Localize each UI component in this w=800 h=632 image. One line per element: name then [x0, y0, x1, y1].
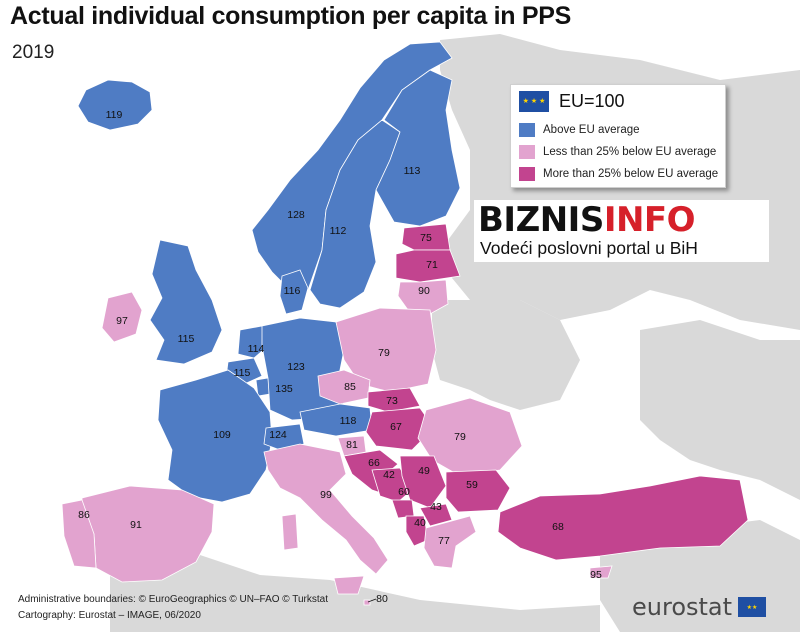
malta-leader-line	[367, 598, 377, 603]
credits-boundaries: Administrative boundaries: © EuroGeograp…	[18, 594, 329, 605]
country-romania	[417, 397, 523, 477]
value-label-croatia: 66	[368, 457, 380, 469]
country-turkey	[497, 475, 749, 561]
value-label-albania: 40	[414, 517, 426, 529]
legend-label-above: Above EU average	[543, 124, 640, 136]
country-cyprus	[589, 565, 613, 579]
legend-item-less25: Less than 25% below EU average	[519, 145, 716, 159]
value-label-romania: 79	[454, 431, 466, 443]
country-italy	[263, 443, 389, 575]
country-latvia	[395, 249, 461, 283]
country-lithuania	[397, 279, 449, 315]
value-label-malta: 80	[376, 593, 388, 605]
eu-flag-small-icon: ★★	[738, 597, 767, 617]
value-label-serbia: 49	[418, 465, 430, 477]
country-denmark	[279, 269, 309, 315]
value-label-portugal: 86	[78, 509, 90, 521]
value-label-spain: 91	[130, 519, 142, 531]
country-poland	[335, 307, 437, 393]
country-france	[157, 369, 273, 503]
value-label-belgium: 115	[234, 367, 251, 379]
country-albania	[405, 515, 429, 547]
country-greece	[423, 515, 477, 569]
logo-part-biznis: BIZNIS	[478, 200, 604, 240]
country-italy-sardinia	[281, 513, 299, 551]
legend-label-more25: More than 25% below EU average	[543, 168, 719, 180]
value-label-slovakia: 73	[386, 395, 398, 407]
legend-swatch-less25	[519, 145, 535, 159]
value-label-united-kingdom: 115	[178, 333, 195, 345]
value-label-norway: 128	[287, 209, 305, 221]
eurostat-wordmark: eurostat	[632, 593, 733, 621]
countries	[61, 41, 749, 606]
country-sweden	[309, 119, 401, 309]
country-malta	[363, 599, 371, 606]
legend-label-less25: Less than 25% below EU average	[543, 146, 717, 158]
value-label-poland: 79	[378, 347, 390, 359]
value-label-slovenia: 81	[346, 439, 358, 451]
value-label-france: 109	[213, 429, 231, 441]
legend-header: ★ ★ ★ EU=100	[519, 91, 625, 112]
map-subtitle: 2019	[12, 42, 55, 63]
country-iceland	[77, 79, 153, 131]
eu-flag-icon: ★ ★ ★	[519, 91, 549, 112]
country-netherlands	[237, 325, 269, 359]
biznisinfo-banner[interactable]: BIZNISINFO Vodeći poslovni portal u BiH	[474, 200, 769, 262]
value-label-montenegro: 60	[398, 486, 410, 498]
value-labels: 119 128 112 113 75 71 90 116 97 115 114 123 115 135 79…	[78, 109, 602, 605]
map-title: Actual individual consumption per capita…	[10, 2, 571, 30]
caucasus-land	[640, 320, 800, 500]
value-label-ireland: 97	[116, 315, 128, 327]
legend-item-more25: More than 25% below EU average	[519, 167, 718, 181]
country-portugal	[61, 499, 97, 569]
country-finland	[375, 69, 461, 227]
value-label-turkey: 68	[552, 521, 564, 533]
eurostat-brand: eurostat ★★	[632, 593, 767, 621]
country-italy-sicily	[333, 575, 365, 595]
value-label-denmark: 116	[284, 285, 301, 297]
legend-swatch-more25	[519, 167, 535, 181]
value-label-switzerland: 124	[269, 429, 287, 441]
value-label-czechia: 85	[344, 381, 356, 393]
logo-part-info: INFO	[603, 200, 696, 240]
value-label-latvia: 71	[426, 259, 438, 271]
value-label-lithuania: 90	[418, 285, 430, 297]
value-label-estonia: 75	[420, 232, 432, 244]
country-bulgaria	[445, 469, 511, 513]
value-label-greece: 77	[438, 535, 450, 547]
value-label-finland: 113	[404, 165, 421, 177]
value-label-north-macedonia: 43	[430, 501, 442, 513]
ukraine-belarus-land	[432, 300, 580, 410]
value-label-bulgaria: 59	[466, 479, 478, 491]
value-label-bosnia-and-herzegovina: 42	[383, 469, 395, 481]
country-uk	[149, 239, 223, 365]
country-montenegro	[391, 499, 415, 519]
legend-eu-label: EU=100	[559, 91, 625, 111]
value-label-iceland: 119	[106, 109, 123, 121]
value-label-germany: 123	[287, 361, 305, 373]
value-label-italy: 99	[320, 489, 332, 501]
credits-cartography: Cartography: Eurostat – IMAGE, 06/2020	[18, 610, 201, 621]
value-label-austria: 118	[340, 415, 357, 427]
country-ireland	[101, 291, 143, 343]
map-legend: ★ ★ ★ EU=100 Above EU average Less than …	[510, 84, 726, 188]
legend-item-above: Above EU average	[519, 123, 640, 137]
value-label-cyprus: 95	[590, 569, 602, 581]
value-label-luxembourg: 135	[275, 383, 293, 395]
legend-swatch-above	[519, 123, 535, 137]
value-label-sweden: 112	[330, 225, 347, 237]
country-hungary	[365, 407, 435, 451]
biznisinfo-logo: BIZNISINFO	[478, 200, 696, 240]
value-label-hungary: 67	[390, 421, 402, 433]
country-north-macedonia	[419, 503, 453, 527]
value-label-netherlands: 114	[248, 343, 265, 355]
biznisinfo-tagline: Vodeći poslovni portal u BiH	[480, 238, 698, 258]
